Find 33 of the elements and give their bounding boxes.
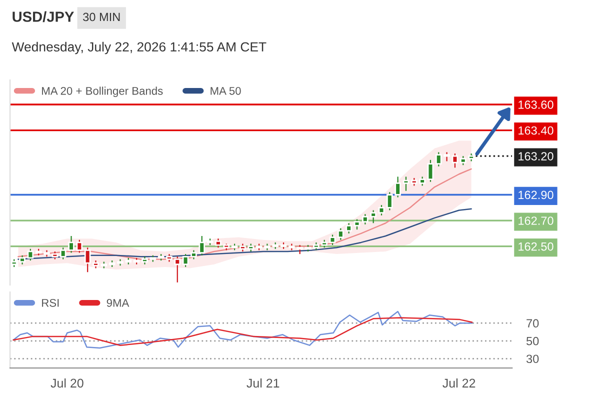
y-tick-label: 162.50	[518, 242, 554, 251]
legend-label: 9MA	[106, 298, 130, 307]
chart-subtitle: Wednesday, July 22, 2026 1:41:55 AM CET	[12, 42, 266, 54]
y-tick-label: 162.90	[518, 190, 554, 200]
legend-label: RSI	[42, 298, 59, 307]
candlestick	[402, 176, 410, 192]
legend-label: MA 50	[210, 86, 241, 95]
candlestick	[329, 234, 336, 246]
candlestick	[452, 152, 458, 168]
y-tick-label: 163.60	[518, 100, 554, 109]
candlestick	[354, 218, 360, 230]
candlestick	[84, 247, 91, 273]
candlestick	[427, 159, 434, 182]
y-tick-label: 163.40	[518, 126, 554, 135]
candlestick	[27, 248, 34, 262]
line-series	[12, 310, 473, 349]
x-tick-label: Jul 21	[246, 378, 280, 388]
legend-label: MA 20 + Bollinger Bands	[42, 86, 163, 98]
line-series	[12, 317, 473, 346]
candlestick	[68, 235, 74, 254]
candlestick	[378, 204, 385, 216]
y-tick-label: 162.70	[518, 216, 554, 225]
chart-title: USD/JPY	[12, 11, 74, 22]
y-tick-label: 50	[526, 336, 539, 346]
y-tick-label: 30	[526, 354, 539, 364]
x-tick-label: Jul 22	[442, 378, 476, 388]
candlestick	[76, 239, 83, 254]
x-tick-label: Jul 20	[50, 378, 84, 388]
y-tick-label: 163.20	[518, 152, 554, 160]
candlestick	[60, 247, 66, 260]
y-tick-label: 70	[526, 319, 539, 328]
candlestick	[182, 254, 189, 268]
text: 30 MIN	[83, 12, 120, 22]
